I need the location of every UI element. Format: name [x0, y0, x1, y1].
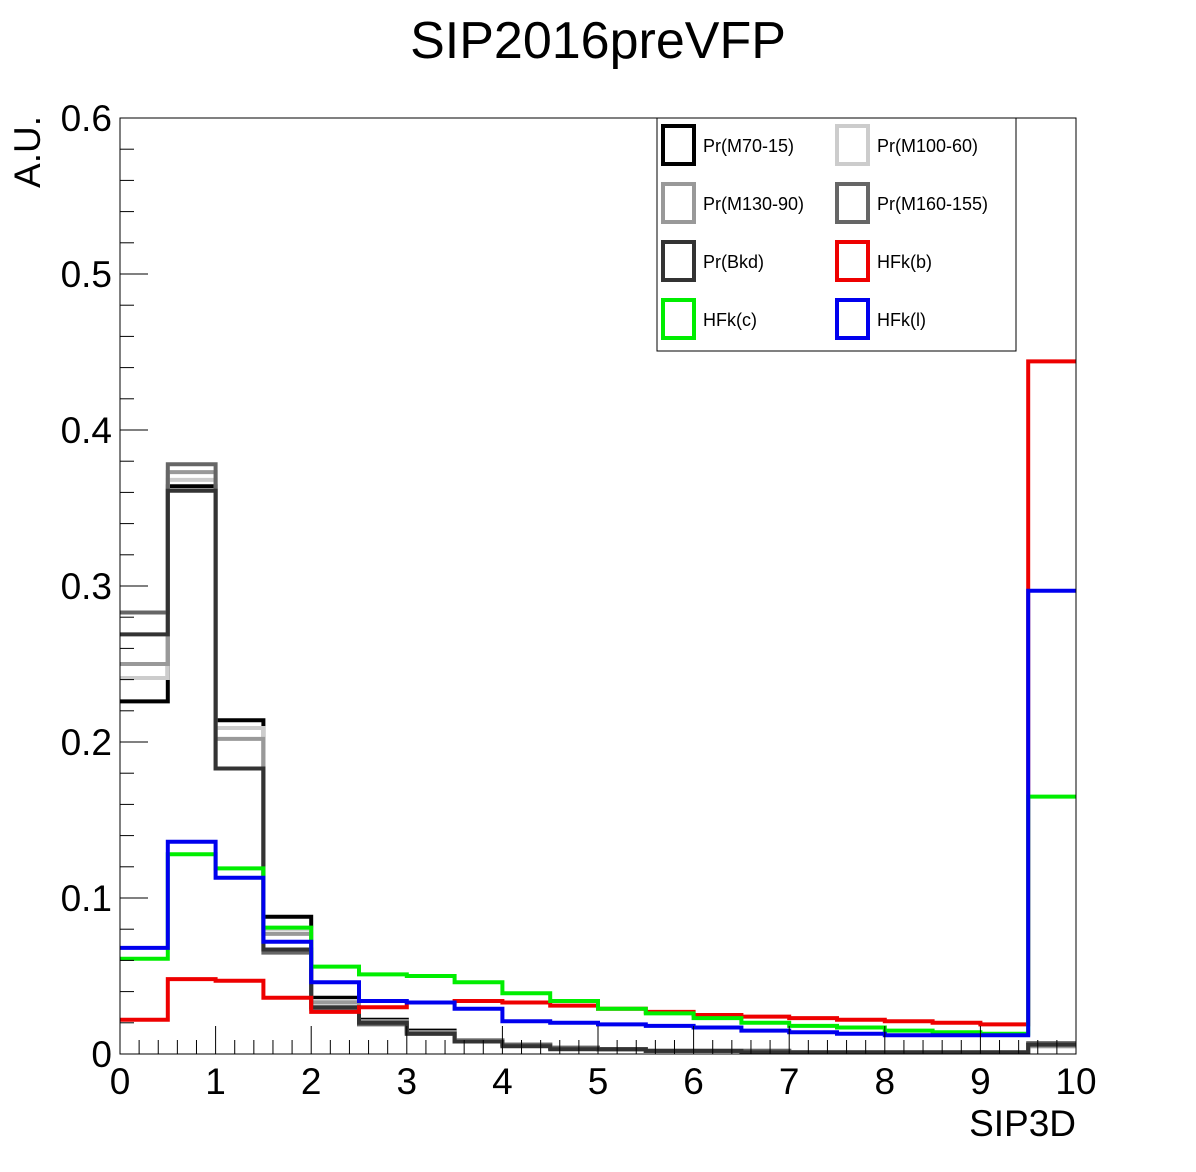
x-tick-label: 8: [875, 1061, 896, 1102]
legend-swatch: [661, 240, 696, 282]
legend-swatch: [835, 124, 870, 166]
x-tick-label: 4: [492, 1061, 513, 1102]
y-tick-label: 0.4: [61, 410, 112, 451]
series-hfk-l-line: [120, 588, 1076, 1038]
y-tick-label: 0.6: [61, 98, 112, 139]
legend-swatch: [661, 124, 696, 166]
legend-label: Pr(Bkd): [703, 252, 764, 272]
series-hfk-c-line: [120, 794, 1076, 1036]
x-tick-label: 6: [683, 1061, 704, 1102]
y-axis-label: A.U.: [7, 116, 48, 188]
chart-title: SIP2016preVFP: [410, 12, 786, 70]
legend-swatch: [835, 240, 870, 282]
x-tick-label: 9: [970, 1061, 991, 1102]
legend-swatch: [661, 182, 696, 224]
legend-label: HFk(l): [877, 310, 926, 330]
legend-label: Pr(M100-60): [877, 136, 978, 156]
y-tick-label: 0: [91, 1034, 112, 1075]
y-tick-label: 0.5: [61, 254, 112, 295]
y-tick-label: 0.3: [61, 566, 112, 607]
y-tick-label: 0.2: [61, 722, 112, 763]
legend: Pr(M70-15) Pr(M100-60) Pr(M130-90) Pr(M160-…: [656, 117, 1017, 352]
legend-label: HFk(b): [877, 252, 932, 272]
axes: 0 1 2 3 4 5 6 7 8 9 10 0 0.1 0.2 0.3 0.4 0.5 0.6: [61, 98, 1097, 1102]
legend-label: Pr(M160-155): [877, 194, 988, 214]
legend-label: HFk(c): [703, 310, 757, 330]
legend-label: Pr(M70-15): [703, 136, 794, 156]
legend-swatch: [661, 298, 696, 340]
x-tick-label: 5: [588, 1061, 609, 1102]
y-tick-label: 0.1: [61, 878, 112, 919]
legend-swatch: [835, 182, 870, 224]
x-tick-label: 1: [205, 1061, 226, 1102]
x-tick-label: 7: [779, 1061, 800, 1102]
x-tick-label: 3: [397, 1061, 418, 1102]
x-tick-label: 0: [110, 1061, 131, 1102]
x-tick-label: 2: [301, 1061, 322, 1102]
x-tick-label: 10: [1055, 1061, 1096, 1102]
legend-label: Pr(M130-90): [703, 194, 804, 214]
x-axis-label: SIP3D: [969, 1103, 1076, 1144]
legend-swatch: [835, 298, 870, 340]
